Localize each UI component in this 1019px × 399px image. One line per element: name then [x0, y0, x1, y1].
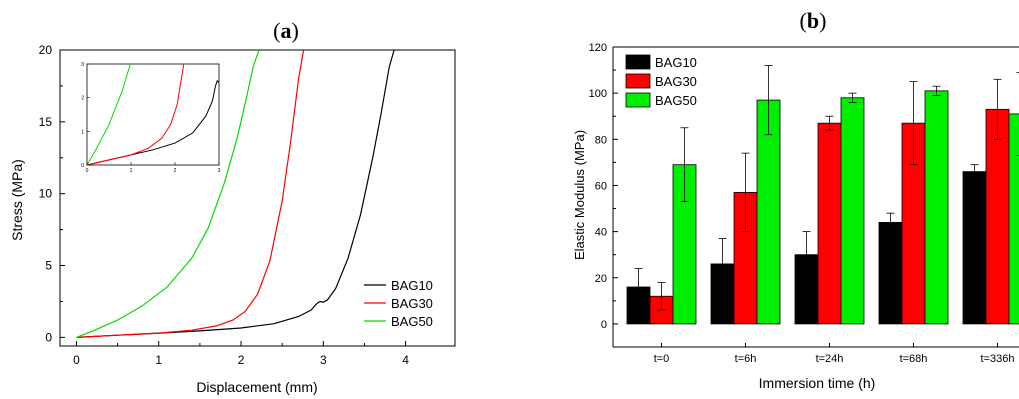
- y-tick-label: 100: [589, 88, 607, 100]
- elastic-modulus-chart: (b) 0 20 40 60 80 100 120 t=0 t=6h t=24h t=68h t=33…: [572, 8, 1019, 391]
- y-tick-label: 20: [39, 43, 53, 57]
- inset-y-tick-label: 1: [81, 129, 84, 135]
- legend-label-bag10: BAG10: [655, 55, 697, 70]
- y-tick-label: 10: [39, 187, 53, 201]
- y-tick-label: 40: [595, 227, 607, 239]
- x-tick-label: t=6h: [735, 353, 757, 365]
- x-tick-label: t=68h: [900, 353, 928, 365]
- x-tick-label: t=24h: [816, 353, 844, 365]
- y-tick-label: 60: [595, 180, 607, 192]
- legend-label-bag50: BAG50: [391, 314, 433, 329]
- y-tick-label: 0: [45, 330, 52, 344]
- inset-series-line-bag10: [87, 79, 219, 165]
- x-tick-label: 1: [155, 353, 162, 367]
- panel-a-title: (a): [273, 18, 299, 43]
- x-tick-label: 4: [402, 353, 409, 367]
- inset-x-tick-label: 0: [86, 168, 89, 174]
- y-axis-label: Stress (MPa): [9, 159, 25, 241]
- x-tick-label: 3: [320, 353, 327, 367]
- stress-displacement-chart: (a) 0 1 2 3 4 0 5 10 15 20 0 1 2 3 0 1 2 3 BAG10 BAG30 BAG…: [9, 18, 456, 395]
- inset-x-tick-label: 2: [174, 168, 177, 174]
- legend-label-bag30: BAG30: [655, 74, 697, 89]
- bar-bag30-2: [817, 122, 842, 325]
- series-line-bag50: [76, 49, 260, 338]
- inset-x-tick-label: 3: [218, 168, 221, 174]
- plot-frame: [59, 49, 456, 347]
- legend-label-bag50: BAG50: [655, 93, 697, 108]
- legend-swatch-bag10: [625, 54, 651, 70]
- x-tick-label: 0: [73, 353, 80, 367]
- x-tick-label: t=0: [654, 353, 670, 365]
- bar-bag50-4: [1008, 113, 1019, 325]
- y-tick-label: 0: [601, 319, 607, 331]
- inset-x-tick-label: 1: [130, 168, 133, 174]
- legend-swatch-bag30: [625, 73, 651, 89]
- x-tick-label: 2: [238, 353, 245, 367]
- bar-bag10-4: [962, 171, 987, 325]
- x-tick-label: t=336h: [981, 353, 1015, 365]
- bar-bag50-2: [840, 97, 865, 325]
- series-line-bag10: [76, 49, 395, 338]
- y-tick-label: 15: [39, 115, 53, 129]
- inset-y-tick-label: 2: [81, 96, 84, 102]
- panel-b-title: (b): [800, 8, 827, 33]
- x-axis-label: Immersion time (h): [759, 375, 876, 391]
- legend-swatch-bag50: [625, 92, 651, 108]
- inset-y-tick-label: 0: [81, 163, 84, 169]
- inset-series-group: [87, 64, 219, 165]
- legend-label-bag30: BAG30: [391, 296, 433, 311]
- legend-label-bag10: BAG10: [391, 278, 433, 293]
- y-tick-label: 80: [595, 134, 607, 146]
- bar-bag30-4: [985, 108, 1010, 325]
- x-axis-label: Displacement (mm): [196, 379, 317, 395]
- inset-frame: [86, 63, 220, 166]
- y-tick-label: 20: [595, 273, 607, 285]
- panel-b-letter: b: [807, 8, 819, 33]
- y-tick-label: 120: [589, 42, 607, 54]
- inset-y-tick-label: 3: [81, 62, 84, 68]
- inset-series-line-bag30: [87, 64, 185, 165]
- inset-series-line-bag50: [87, 64, 131, 165]
- panel-a-letter: a: [281, 18, 292, 43]
- bar-bag10-3: [878, 221, 903, 325]
- y-axis-label: Elastic Modulus (MPa): [572, 130, 587, 260]
- bar-bag50-3: [924, 90, 949, 325]
- y-tick-label: 5: [45, 259, 52, 273]
- series-line-bag30: [76, 49, 305, 338]
